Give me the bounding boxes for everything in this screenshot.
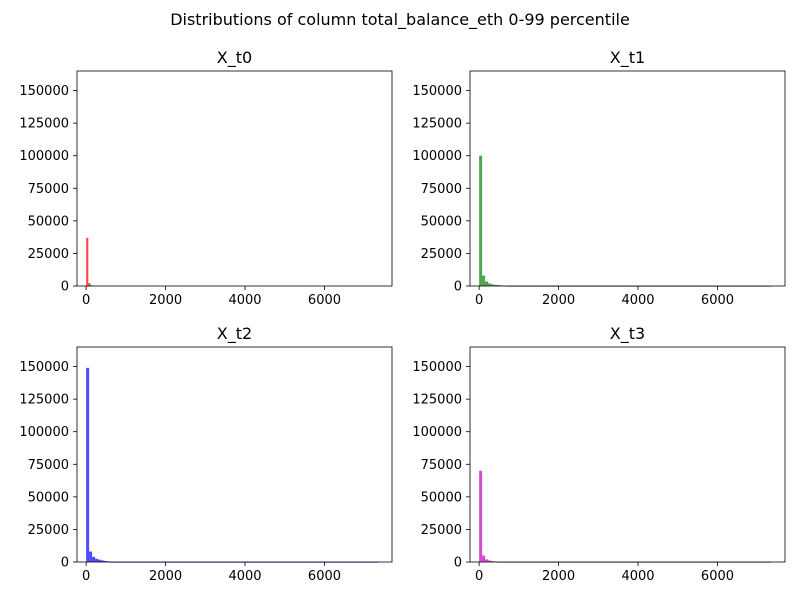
y-tick-label: 125000: [412, 393, 462, 408]
histogram-bar: [494, 284, 498, 286]
x-tick-label: 6000: [701, 569, 734, 584]
y-tick-label: 75000: [28, 182, 69, 197]
histogram-bar: [497, 285, 500, 286]
x-tick-label: 0: [82, 293, 90, 308]
y-tick-label: 75000: [421, 458, 462, 473]
subplot-x-t3: X_t3 0 2000 4000 6000 0 25000 50000 75000 100000 1…: [412, 324, 786, 584]
x-tick-label: 6000: [308, 293, 341, 308]
histogram-bar: [86, 367, 90, 562]
axes-frame: [469, 346, 786, 563]
y-tick-label: 150000: [412, 84, 462, 99]
subplot-title: X_t3: [610, 324, 645, 344]
histogram-bar: [104, 560, 107, 562]
axes-frame: [76, 346, 393, 563]
histogram-bar: [491, 561, 495, 562]
histogram-bar: [88, 283, 91, 286]
x-tick-label: 0: [475, 293, 483, 308]
subplot-grid: X_t0 0 2000 4000 6000 0 25000 50000 75000 100000 1…: [19, 48, 786, 584]
y-tick-label: 150000: [19, 360, 69, 375]
y-tick-label: 25000: [421, 247, 462, 262]
x-tick-label: 6000: [308, 569, 341, 584]
x-tick-label: 0: [475, 569, 483, 584]
axes-frame: [76, 70, 393, 287]
histogram-bar: [479, 470, 483, 562]
figure-title: Distributions of column total_balance_et…: [170, 10, 630, 30]
y-tick-label: 50000: [28, 214, 69, 229]
y-tick-label: 75000: [421, 182, 462, 197]
y-tick-label: 150000: [19, 84, 69, 99]
subplot-title: X_t2: [217, 324, 252, 344]
y-tick-label: 75000: [28, 458, 69, 473]
histogram-bar: [482, 555, 486, 562]
histogram-bar: [89, 551, 93, 562]
y-tick-label: 25000: [28, 247, 69, 262]
subplot-title: X_t1: [610, 48, 645, 68]
histogram-bar: [86, 237, 89, 286]
histogram-bar: [98, 559, 102, 562]
y-tick-label: 0: [61, 556, 69, 571]
y-tick-label: 150000: [412, 360, 462, 375]
x-tick-label: 2000: [542, 293, 575, 308]
histogram-bar: [479, 155, 483, 286]
histogram-bar: [485, 559, 489, 562]
subplot-x-t2: X_t2 0 2000 4000 6000 0 25000 50000 75000 100000 1…: [19, 324, 393, 584]
x-tick-label: 2000: [149, 569, 182, 584]
x-tick-label: 4000: [228, 569, 261, 584]
y-tick-label: 100000: [19, 425, 69, 440]
y-tick-label: 0: [454, 280, 462, 295]
y-tick-label: 50000: [28, 490, 69, 505]
histogram-bar: [491, 284, 495, 286]
y-tick-label: 125000: [19, 117, 69, 132]
y-tick-label: 125000: [19, 393, 69, 408]
histogram-bar: [482, 275, 486, 286]
axes-frame: [469, 70, 786, 287]
x-tick-label: 2000: [542, 569, 575, 584]
histogram-bar: [488, 283, 492, 286]
histogram-bar: [95, 558, 99, 562]
subplot-x-t1: X_t1 0 2000 4000 6000 0 25000 50000 75000 100000 1…: [412, 48, 786, 308]
y-tick-label: 50000: [421, 490, 462, 505]
y-tick-label: 125000: [412, 117, 462, 132]
x-tick-label: 0: [82, 569, 90, 584]
y-tick-label: 0: [454, 556, 462, 571]
histogram-bar: [488, 560, 492, 562]
subplot-title: X_t0: [217, 48, 252, 68]
x-tick-label: 6000: [701, 293, 734, 308]
x-tick-label: 2000: [149, 293, 182, 308]
y-tick-label: 100000: [412, 425, 462, 440]
histogram-bar: [101, 560, 105, 562]
x-tick-label: 4000: [228, 293, 261, 308]
y-tick-label: 25000: [421, 523, 462, 538]
x-tick-label: 4000: [621, 293, 654, 308]
y-tick-label: 25000: [28, 523, 69, 538]
y-tick-label: 50000: [421, 214, 462, 229]
y-tick-label: 100000: [412, 149, 462, 164]
subplot-x-t0: X_t0 0 2000 4000 6000 0 25000 50000 75000 100000 1…: [19, 48, 393, 308]
y-tick-label: 0: [61, 280, 69, 295]
y-tick-label: 100000: [19, 149, 69, 164]
histogram-bar: [485, 281, 489, 286]
histogram-bar: [92, 556, 96, 562]
x-tick-label: 4000: [621, 569, 654, 584]
